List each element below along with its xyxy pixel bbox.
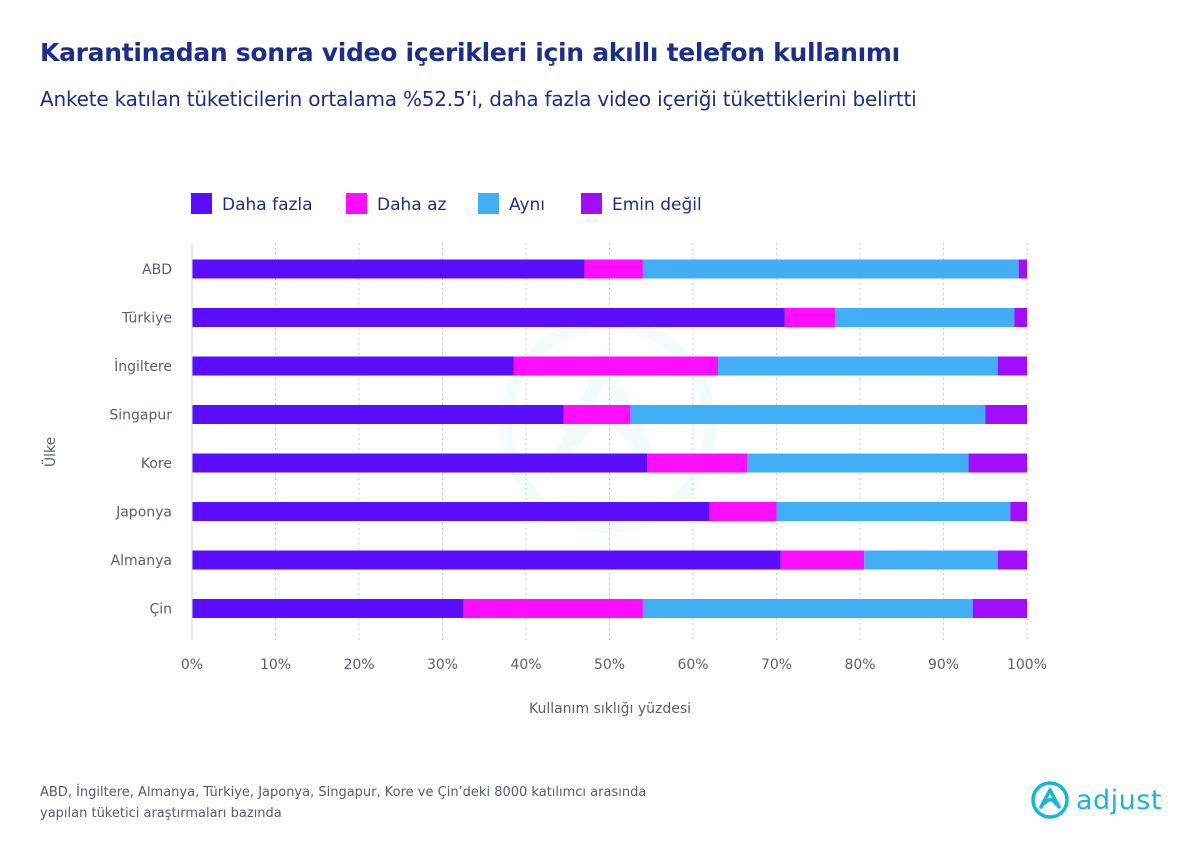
chart-title: Karantinadan sonra video içerikleri için… xyxy=(40,38,900,67)
bar-segment xyxy=(1014,308,1027,327)
watermark-logo-icon xyxy=(500,317,716,533)
bar-segment xyxy=(192,599,464,618)
legend-swatch xyxy=(478,193,499,214)
y-tick-label: ABD xyxy=(142,262,172,278)
bar-segment xyxy=(642,599,973,618)
bar-segment xyxy=(864,550,998,570)
bar-segment xyxy=(630,405,986,424)
bar-segment xyxy=(834,308,1015,327)
bar-segment xyxy=(463,599,643,618)
x-axis-tick-labels: 0% 10% 20% 30% 40% 50% 60% 70% 80% 90% 100% xyxy=(181,657,1047,673)
bar-segment xyxy=(584,259,643,279)
legend-swatch xyxy=(346,193,367,214)
bar-segment xyxy=(718,356,998,376)
bar-segment xyxy=(192,259,585,279)
adjust-logo-text: adjust xyxy=(1076,784,1162,816)
x-tick-label: 90% xyxy=(928,657,959,673)
legend-swatch xyxy=(191,193,212,214)
bar-segment xyxy=(513,356,719,376)
x-tick-label: 20% xyxy=(343,657,374,673)
bar-segment xyxy=(997,356,1027,376)
x-axis-label: Kullanım sıklığı yüzdesi xyxy=(529,701,691,717)
x-tick-label: 50% xyxy=(594,657,625,673)
footnote-line-1: ABD, İngiltere, Almanya, Türkiye, Japony… xyxy=(40,785,647,800)
bar-segment xyxy=(784,308,835,327)
bar-segment xyxy=(642,259,1019,279)
legend: Daha fazla Daha az Aynı Emin değil xyxy=(191,193,702,215)
bar-segment xyxy=(780,550,865,570)
bar-segment xyxy=(968,453,1027,473)
x-tick-label: 60% xyxy=(677,657,708,673)
x-tick-label: 40% xyxy=(510,657,541,673)
grid-lines xyxy=(275,243,1028,640)
adjust-logo-icon xyxy=(1031,781,1069,819)
y-tick-label: Kore xyxy=(141,456,172,472)
y-tick-label: İngiltere xyxy=(114,357,172,375)
bars xyxy=(192,259,1027,618)
bar-segment xyxy=(709,502,777,521)
bar-segment xyxy=(647,453,748,473)
y-axis-tick-labels: ABD Türkiye İngiltere Singapur Kore Japonya Al… xyxy=(109,262,172,618)
bar-segment xyxy=(192,453,648,473)
legend-swatch xyxy=(581,193,602,214)
y-axis-label: Ülke xyxy=(41,437,59,467)
x-tick-label: 100% xyxy=(1007,657,1047,673)
bar-segment xyxy=(1010,502,1027,521)
bar-segment xyxy=(563,405,631,424)
y-tick-label: Japonya xyxy=(115,505,172,521)
y-tick-label: Türkiye xyxy=(121,311,172,327)
bar-segment xyxy=(972,599,1027,618)
footnote-line-2: yapılan tüketici araştırmaları bazında xyxy=(40,806,282,821)
legend-label: Daha fazla xyxy=(222,195,313,215)
y-tick-label: Çin xyxy=(149,602,172,618)
bar-segment xyxy=(192,502,710,521)
x-tick-label: 80% xyxy=(844,657,875,673)
bar-segment xyxy=(192,550,781,570)
bar-segment xyxy=(192,356,514,376)
bar-segment xyxy=(997,550,1027,570)
legend-label: Emin değil xyxy=(612,195,702,215)
y-tick-label: Almanya xyxy=(111,553,172,569)
y-tick-label: Singapur xyxy=(109,408,172,424)
chart-subtitle: Ankete katılan tüketicilerin ortalama %5… xyxy=(40,87,917,111)
bar-segment xyxy=(985,405,1027,424)
bar-segment xyxy=(1018,259,1027,279)
footnote: ABD, İngiltere, Almanya, Türkiye, Japony… xyxy=(40,782,646,824)
x-tick-label: 70% xyxy=(761,657,792,673)
bar-segment xyxy=(192,405,564,424)
x-tick-label: 0% xyxy=(181,657,203,673)
x-tick-label: 30% xyxy=(427,657,458,673)
bar-segment xyxy=(747,453,969,473)
legend-label: Daha az xyxy=(377,195,447,215)
bar-segment xyxy=(776,502,1011,521)
bar-segment xyxy=(192,308,785,327)
legend-label: Aynı xyxy=(509,195,545,215)
adjust-logo: adjust xyxy=(1030,780,1162,820)
x-tick-label: 10% xyxy=(260,657,291,673)
